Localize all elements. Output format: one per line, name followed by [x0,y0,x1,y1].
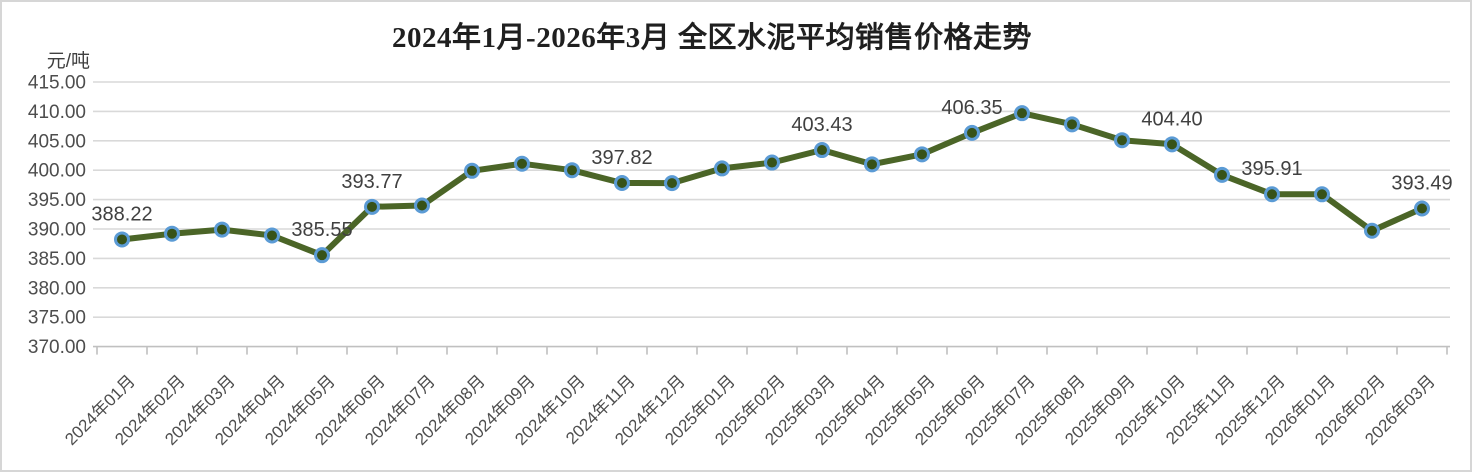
data-point-marker [967,127,977,138]
y-tick-label: 375.00 [28,308,86,329]
data-point-marker [417,200,427,211]
data-point-marker [217,224,227,235]
y-tick-label: 415.00 [28,73,86,94]
data-point-marker [1367,225,1377,236]
data-point-label: 393.77 [341,171,402,193]
data-point-marker [1417,203,1427,214]
data-point-marker [1117,135,1127,146]
chart-title: 2024年1月-2026年3月 全区水泥平均销售价格走势 [392,22,1032,54]
data-point-marker [567,165,577,176]
data-point-label: 404.40 [1141,108,1202,130]
y-tick-label: 405.00 [28,131,86,152]
y-tick-label: 370.00 [28,337,86,358]
y-axis-unit-label: 元/吨 [46,51,90,72]
data-point-marker [1067,119,1077,130]
data-point-marker [517,158,527,169]
data-point-label: 403.43 [791,114,852,136]
data-point-marker [1267,189,1277,200]
data-point-marker [617,178,627,189]
y-tick-label: 385.00 [28,249,86,270]
data-point-marker [267,230,277,241]
data-point-marker [117,234,127,245]
data-point-label: 388.22 [91,203,152,225]
data-point-label: 385.55 [291,219,352,241]
data-point-label: 393.49 [1391,172,1452,194]
data-point-marker [467,165,477,176]
data-point-label: 397.82 [591,147,652,169]
y-tick-label: 395.00 [28,190,86,211]
y-tick-label: 380.00 [28,278,86,299]
data-point-marker [817,145,827,156]
y-tick-label: 410.00 [28,102,86,123]
data-point-marker [1217,169,1227,180]
data-point-marker [917,149,927,160]
data-point-label: 395.91 [1241,158,1302,180]
data-point-marker [317,250,327,261]
data-point-label: 406.35 [941,97,1002,119]
data-point-marker [1017,108,1027,119]
data-point-marker [1167,139,1177,150]
data-point-marker [367,201,377,212]
data-point-marker [667,178,677,189]
data-point-marker [1317,189,1327,200]
data-point-marker [717,163,727,174]
data-point-marker [167,228,177,239]
y-tick-label: 390.00 [28,220,86,241]
data-point-marker [867,159,877,170]
y-tick-label: 400.00 [28,161,86,182]
data-point-marker [767,157,777,168]
